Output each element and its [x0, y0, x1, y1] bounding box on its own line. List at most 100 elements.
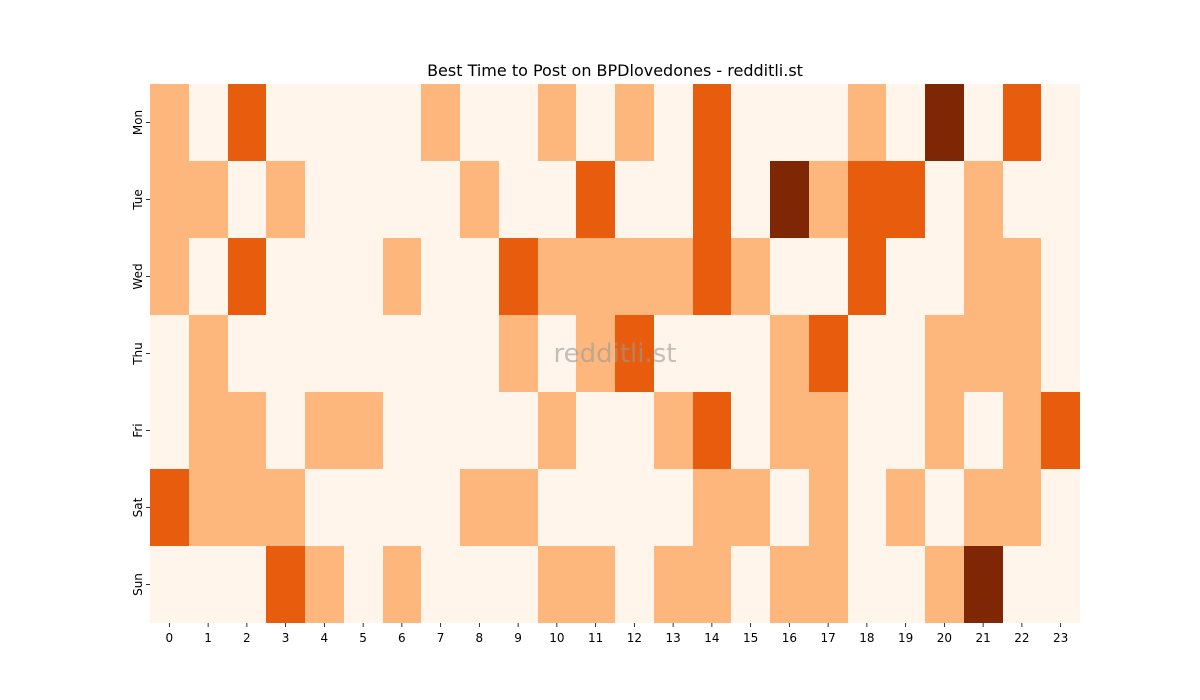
x-tick-label: 9 [514, 631, 522, 645]
heatmap-cell-thu-22 [1003, 315, 1041, 392]
x-tick-label: 4 [321, 631, 329, 645]
heatmap-cell-thu-5 [344, 315, 383, 392]
heatmap-cell-mon-16 [770, 84, 809, 161]
heatmap-cell-sun-17 [809, 546, 848, 623]
heatmap-cell-tue-5 [344, 161, 383, 238]
x-tick-label: 15 [743, 631, 758, 645]
x-tick-label: 12 [627, 631, 642, 645]
heatmap-cell-sat-10 [538, 469, 576, 546]
heatmap-cell-tue-16 [770, 161, 809, 238]
heatmap-cell-mon-12 [615, 84, 654, 161]
heatmap-cell-mon-20 [925, 84, 964, 161]
heatmap-cell-wed-20 [925, 238, 964, 315]
heatmap-cell-tue-0 [150, 161, 189, 238]
heatmap-cell-wed-17 [809, 238, 848, 315]
heatmap-cell-mon-14 [693, 84, 731, 161]
heatmap-cell-tue-6 [383, 161, 421, 238]
heatmap-cell-thu-19 [886, 315, 925, 392]
heatmap-cell-thu-20 [925, 315, 964, 392]
heatmap-cell-sat-17 [809, 469, 848, 546]
heatmap-cell-fri-14 [693, 392, 731, 469]
heatmap-cell-sat-12 [615, 469, 654, 546]
x-tick-label: 13 [665, 631, 680, 645]
heatmap-cell-sun-10 [538, 546, 576, 623]
heatmap-cell-tue-23 [1041, 161, 1080, 238]
heatmap-cell-fri-16 [770, 392, 809, 469]
heatmap-cell-tue-8 [460, 161, 499, 238]
heatmap-cell-thu-7 [421, 315, 460, 392]
heatmap-cell-mon-9 [499, 84, 538, 161]
heatmap-cell-fri-18 [848, 392, 886, 469]
heatmap-cell-mon-5 [344, 84, 383, 161]
x-tick-label: 23 [1053, 631, 1068, 645]
heatmap-cell-sat-0 [150, 469, 189, 546]
heatmap-cell-thu-9 [499, 315, 538, 392]
heatmap-cell-mon-4 [305, 84, 344, 161]
heatmap-cell-fri-11 [576, 392, 615, 469]
y-tick-label: Thu [131, 342, 145, 366]
heatmap-cell-fri-13 [654, 392, 693, 469]
heatmap-cell-sat-20 [925, 469, 964, 546]
heatmap-cell-fri-20 [925, 392, 964, 469]
heatmap-cell-fri-8 [460, 392, 499, 469]
heatmap-cell-thu-6 [383, 315, 421, 392]
x-tick-label: 7 [437, 631, 445, 645]
heatmap-cell-wed-4 [305, 238, 344, 315]
heatmap-cell-thu-23 [1041, 315, 1080, 392]
heatmap-cell-mon-13 [654, 84, 693, 161]
heatmap-cell-thu-12 [615, 315, 654, 392]
heatmap-cell-thu-2 [228, 315, 266, 392]
heatmap-cell-tue-2 [228, 161, 266, 238]
heatmap-cell-sat-3 [266, 469, 305, 546]
heatmap-cell-mon-3 [266, 84, 305, 161]
heatmap-cell-sun-8 [460, 546, 499, 623]
heatmap-cell-sat-8 [460, 469, 499, 546]
heatmap-cell-sat-16 [770, 469, 809, 546]
heatmap-cell-fri-3 [266, 392, 305, 469]
heatmap-cell-fri-21 [964, 392, 1003, 469]
heatmap-cell-sun-3 [266, 546, 305, 623]
heatmap-cell-mon-17 [809, 84, 848, 161]
heatmap-cell-sat-15 [731, 469, 770, 546]
heatmap-cell-sun-16 [770, 546, 809, 623]
heatmap-cell-fri-10 [538, 392, 576, 469]
heatmap-cell-wed-14 [693, 238, 731, 315]
x-tick-label: 3 [282, 631, 290, 645]
heatmap-cell-sat-22 [1003, 469, 1041, 546]
heatmap-cell-mon-10 [538, 84, 576, 161]
heatmap-cell-sat-21 [964, 469, 1003, 546]
heatmap-cell-thu-21 [964, 315, 1003, 392]
heatmap-cell-fri-23 [1041, 392, 1080, 469]
heatmap-cell-fri-19 [886, 392, 925, 469]
x-tick-label: 14 [704, 631, 719, 645]
heatmap-cell-wed-23 [1041, 238, 1080, 315]
heatmap-cell-sun-9 [499, 546, 538, 623]
x-tick-label: 10 [549, 631, 564, 645]
heatmap-cell-tue-7 [421, 161, 460, 238]
heatmap-cell-fri-15 [731, 392, 770, 469]
y-tick-label: Mon [131, 110, 145, 135]
heatmap-cell-mon-18 [848, 84, 886, 161]
heatmap-cell-tue-21 [964, 161, 1003, 238]
x-tick-label: 11 [588, 631, 603, 645]
heatmap-cell-fri-22 [1003, 392, 1041, 469]
y-axis-ticks: Mon Tue Wed Thu Fri Sat Sun [131, 110, 150, 596]
chart-title: Best Time to Post on BPDlovedones - redd… [427, 61, 803, 80]
y-tick-label: Fri [131, 423, 145, 437]
heatmap-cell-fri-2 [228, 392, 266, 469]
heatmap-cell-sat-14 [693, 469, 731, 546]
heatmap-cell-sat-18 [848, 469, 886, 546]
heatmap-cell-wed-21 [964, 238, 1003, 315]
heatmap-cell-tue-10 [538, 161, 576, 238]
heatmap-cell-fri-6 [383, 392, 421, 469]
heatmap-cell-tue-3 [266, 161, 305, 238]
heatmap-cell-thu-1 [189, 315, 228, 392]
heatmap-cell-wed-3 [266, 238, 305, 315]
heatmap-cell-sun-6 [383, 546, 421, 623]
heatmap-cell-wed-22 [1003, 238, 1041, 315]
heatmap-cell-thu-10 [538, 315, 576, 392]
heatmap-cell-sun-11 [576, 546, 615, 623]
heatmap-cell-sun-19 [886, 546, 925, 623]
heatmap-cell-wed-1 [189, 238, 228, 315]
